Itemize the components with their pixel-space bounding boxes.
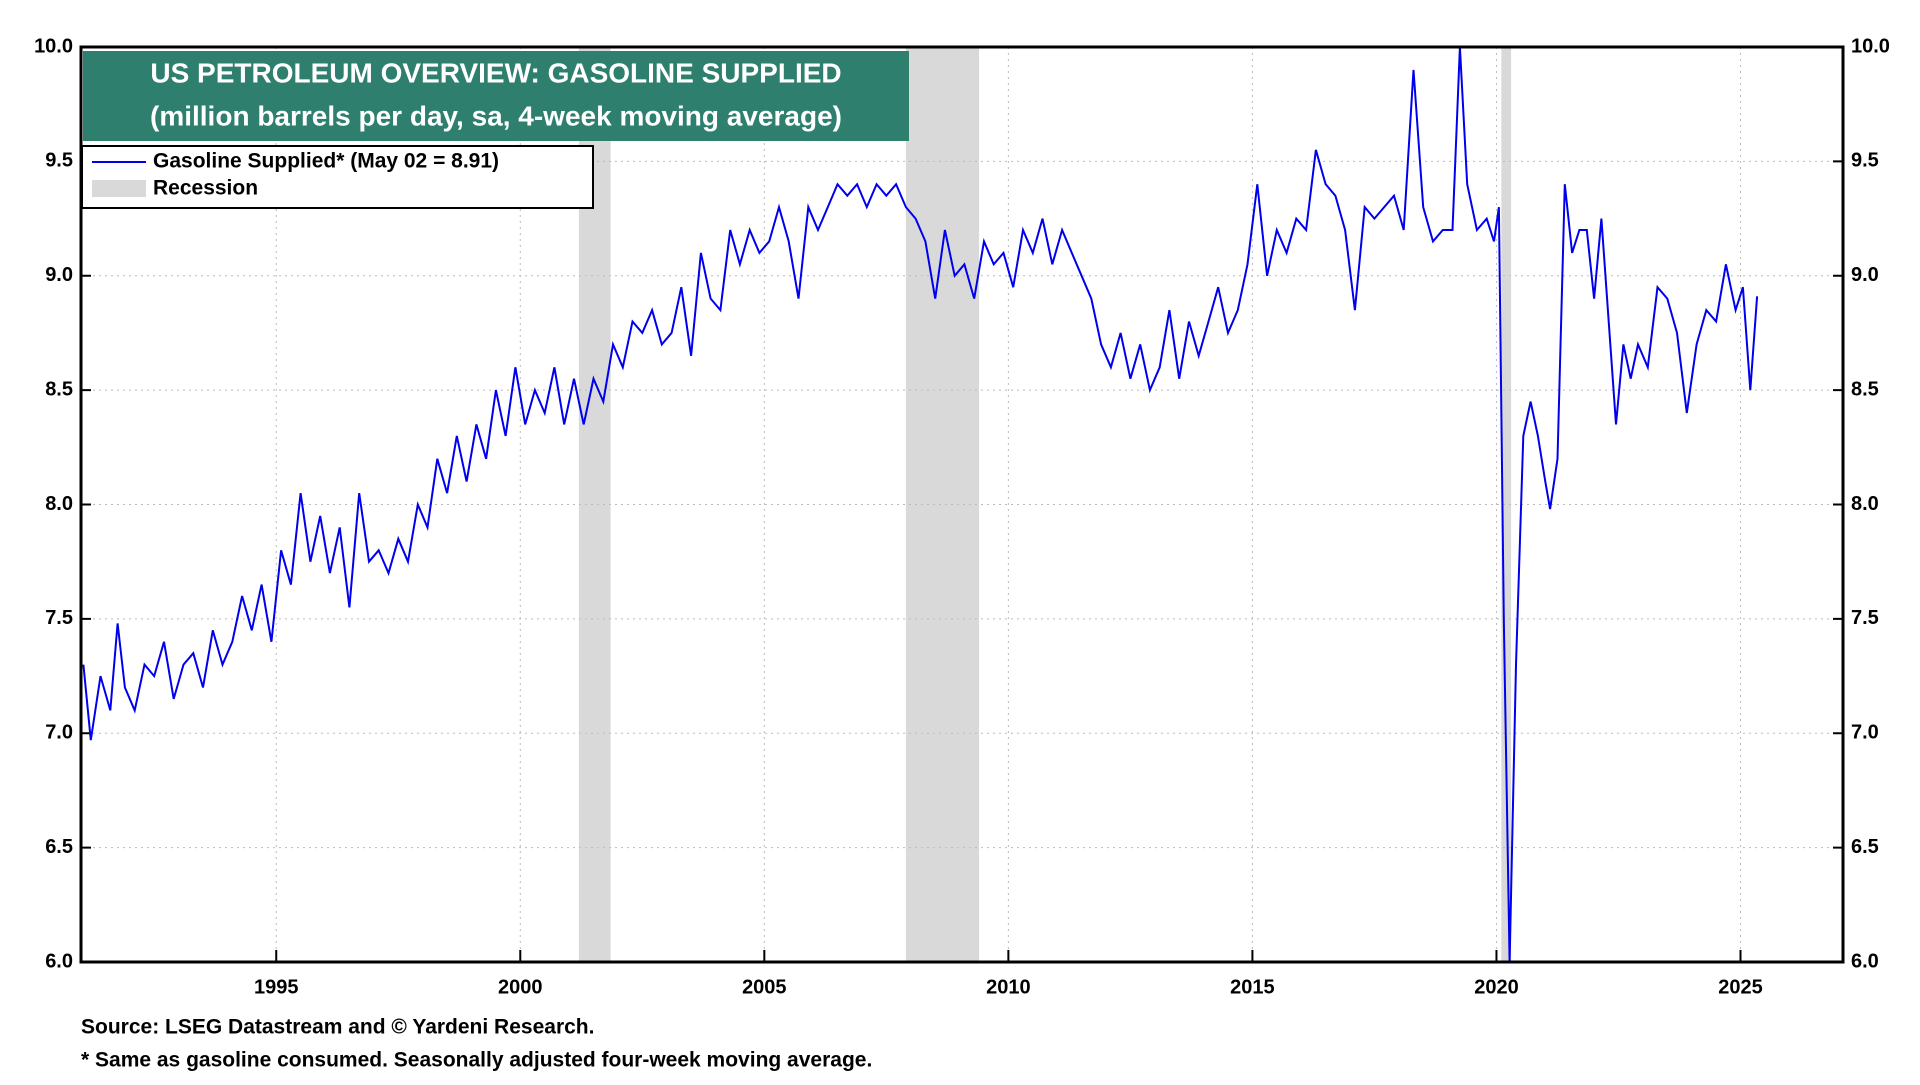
y2-tick-label: 8.0	[1851, 493, 1879, 515]
x-tick-label: 2020	[1474, 976, 1519, 998]
y2-tick-label: 8.5	[1851, 378, 1879, 400]
y2-tick-label: 9.5	[1851, 150, 1879, 172]
y-tick-label: 9.5	[45, 150, 73, 172]
x-tick-label: 1995	[254, 976, 299, 998]
y2-tick-label: 7.5	[1851, 607, 1879, 629]
y-tick-label: 10.0	[34, 35, 73, 57]
title-box	[83, 51, 909, 141]
y2-tick-label: 7.0	[1851, 722, 1879, 744]
y-tick-label: 7.0	[45, 722, 73, 744]
recession-band	[1501, 47, 1512, 962]
y-tick-label: 8.5	[45, 378, 73, 400]
chart-subtitle: (million barrels per day, sa, 4-week mov…	[150, 100, 842, 131]
x-tick-label: 2025	[1718, 976, 1763, 998]
y-tick-label: 7.5	[45, 607, 73, 629]
plot-background	[81, 46, 1843, 963]
x-tick-label: 2000	[498, 976, 543, 998]
y-tick-label: 6.0	[45, 950, 73, 972]
recession-band	[905, 47, 980, 962]
x-tick-label: 2005	[742, 976, 787, 998]
y-tick-label: 8.0	[45, 493, 73, 515]
legend-label: Recession	[153, 177, 258, 200]
y2-tick-label: 6.5	[1851, 836, 1879, 858]
y-tick-label: 9.0	[45, 264, 73, 286]
y2-tick-label: 10.0	[1851, 35, 1890, 57]
legend-box	[81, 145, 594, 209]
chart-title: US PETROLEUM OVERVIEW: GASOLINE SUPPLIED	[150, 57, 841, 88]
footnote: * Same as gasoline consumed. Seasonally …	[81, 1049, 872, 1072]
y-tick-label: 6.5	[45, 836, 73, 858]
legend-label: Gasoline Supplied* (May 02 = 8.91)	[153, 150, 499, 173]
y2-tick-label: 6.0	[1851, 950, 1879, 972]
x-tick-label: 2010	[986, 976, 1031, 998]
source-note: Source: LSEG Datastream and © Yardeni Re…	[81, 1016, 594, 1039]
x-tick-label: 2015	[1230, 976, 1275, 998]
data-line	[82, 46, 1759, 963]
y2-tick-label: 9.0	[1851, 264, 1879, 286]
plot-frame	[79, 45, 1845, 964]
legend-swatch	[92, 180, 146, 197]
